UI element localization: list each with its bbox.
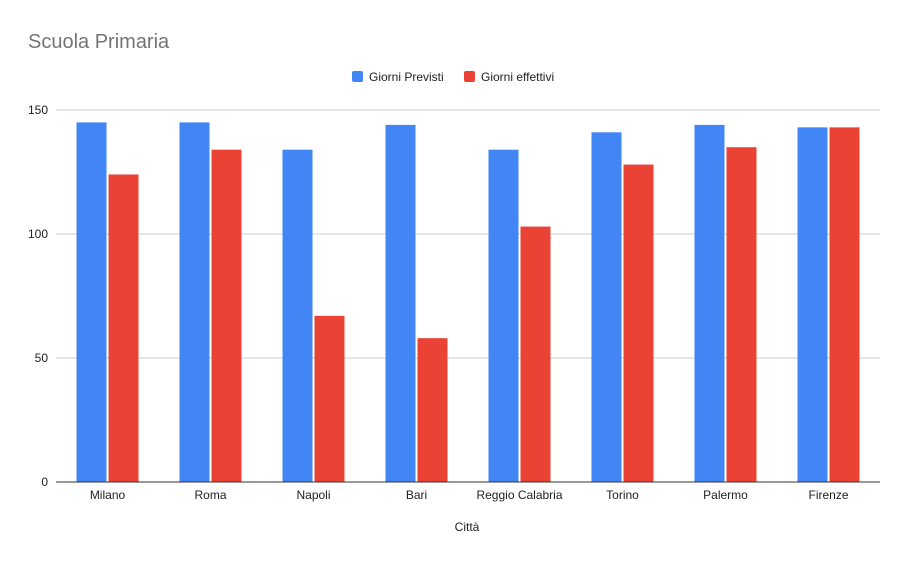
x-axis-ticks: Milano Roma Napoli Bari Reggio Calabria Torin… [90, 488, 849, 502]
bar-giorni-effettivi [314, 315, 345, 482]
legend-label: Giorni Previsti [369, 70, 444, 84]
x-tick-label: Reggio Calabria [476, 488, 562, 502]
bar-giorni-previsti [76, 122, 107, 483]
y-tick-label: 100 [28, 227, 48, 241]
bar-giorni-previsti [694, 124, 725, 482]
y-tick-label: 0 [41, 475, 48, 489]
bar-giorni-effettivi [417, 338, 448, 482]
legend-swatch [464, 71, 475, 82]
x-tick-label: Bari [406, 488, 427, 502]
legend-swatch [352, 71, 363, 82]
bar-giorni-effettivi [726, 147, 757, 482]
bar-giorni-previsti [591, 132, 622, 482]
y-axis-ticks: 0 50 100 150 [28, 103, 48, 489]
bar-giorni-previsti [797, 127, 828, 483]
legend-label: Giorni effettivi [481, 70, 554, 84]
bar-giorni-effettivi [108, 174, 139, 483]
bar-giorni-previsti [282, 149, 313, 482]
bars [56, 122, 880, 483]
x-tick-label: Torino [606, 488, 639, 502]
bar-giorni-effettivi [829, 127, 860, 483]
bar-giorni-previsti [488, 149, 519, 482]
x-tick-label: Firenze [808, 488, 848, 502]
bar-giorni-previsti [179, 122, 210, 483]
bar-giorni-effettivi [211, 149, 242, 482]
chart-title: Scuola Primaria [28, 31, 170, 53]
x-tick-label: Roma [194, 488, 226, 502]
legend: Giorni Previsti Giorni effettivi [352, 70, 554, 84]
x-tick-label: Milano [90, 488, 126, 502]
x-tick-label: Palermo [703, 488, 748, 502]
bar-giorni-effettivi [623, 164, 654, 482]
bar-giorni-previsti [385, 124, 416, 482]
x-tick-label: Napoli [296, 488, 330, 502]
x-axis-title: Città [455, 520, 480, 534]
y-tick-label: 50 [35, 351, 49, 365]
bar-giorni-effettivi [520, 226, 551, 482]
y-tick-label: 150 [28, 103, 48, 117]
